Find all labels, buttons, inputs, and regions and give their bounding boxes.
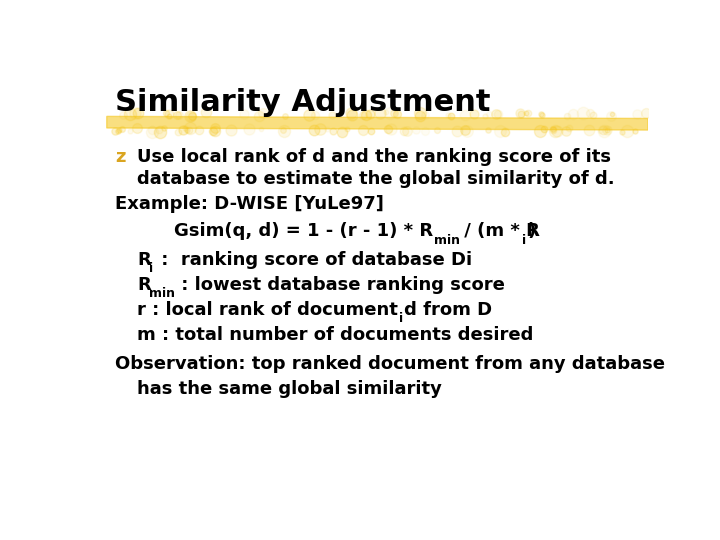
Text: Observation: top ranked document from any database: Observation: top ranked document from an… — [115, 355, 665, 373]
Text: i: i — [149, 262, 153, 275]
Text: : lowest database ranking score: : lowest database ranking score — [175, 275, 505, 294]
Text: i: i — [399, 312, 403, 325]
Text: database to estimate the global similarity of d.: database to estimate the global similari… — [138, 170, 615, 187]
Text: / (m * R: / (m * R — [459, 222, 540, 240]
Text: z: z — [115, 148, 125, 166]
Text: Gsim(q, d) = 1 - (r - 1) * R: Gsim(q, d) = 1 - (r - 1) * R — [174, 222, 433, 240]
Text: m : total number of documents desired: m : total number of documents desired — [138, 326, 534, 344]
Polygon shape — [107, 116, 648, 130]
Text: min: min — [149, 287, 175, 300]
Text: min: min — [434, 234, 460, 247]
Text: Example: D-WISE [YuLe97]: Example: D-WISE [YuLe97] — [115, 195, 384, 213]
Text: R: R — [138, 251, 151, 269]
Text: has the same global similarity: has the same global similarity — [138, 380, 442, 398]
Text: Similarity Adjustment: Similarity Adjustment — [115, 87, 490, 117]
Text: R: R — [138, 275, 151, 294]
Text: r : local rank of document d from D: r : local rank of document d from D — [138, 301, 492, 319]
Text: i: i — [523, 234, 526, 247]
Text: Use local rank of d and the ranking score of its: Use local rank of d and the ranking scor… — [138, 148, 611, 166]
Text: :  ranking score of database Di: : ranking score of database Di — [155, 251, 472, 269]
Text: ): ) — [528, 222, 536, 240]
